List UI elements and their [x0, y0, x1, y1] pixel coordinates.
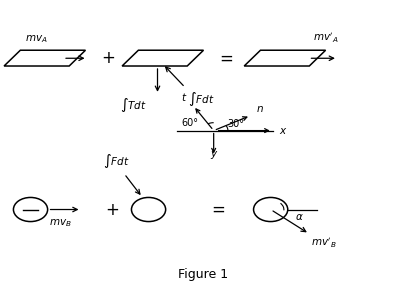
Text: $n$: $n$: [256, 104, 263, 114]
Text: Figure 1: Figure 1: [178, 268, 229, 281]
Text: $mv_B$: $mv_B$: [49, 218, 72, 229]
Text: 60°: 60°: [182, 118, 199, 128]
Text: $mv'_A$: $mv'_A$: [313, 31, 339, 45]
Text: $\int Fdt$: $\int Fdt$: [103, 152, 129, 170]
Text: +: +: [101, 49, 115, 67]
Text: $\int Fdt$: $\int Fdt$: [188, 90, 214, 108]
Text: $mv'_B$: $mv'_B$: [311, 236, 336, 250]
Text: +: +: [105, 201, 119, 218]
Text: $t$: $t$: [181, 92, 187, 103]
Text: =: =: [219, 49, 233, 67]
Text: $x$: $x$: [279, 126, 287, 135]
Text: $\int Tdt$: $\int Tdt$: [120, 96, 147, 114]
Text: $y$: $y$: [210, 149, 219, 161]
Text: $mv_A$: $mv_A$: [25, 34, 48, 45]
Text: 30°: 30°: [228, 119, 245, 129]
Text: $\alpha$: $\alpha$: [295, 212, 304, 222]
Text: =: =: [211, 201, 225, 218]
